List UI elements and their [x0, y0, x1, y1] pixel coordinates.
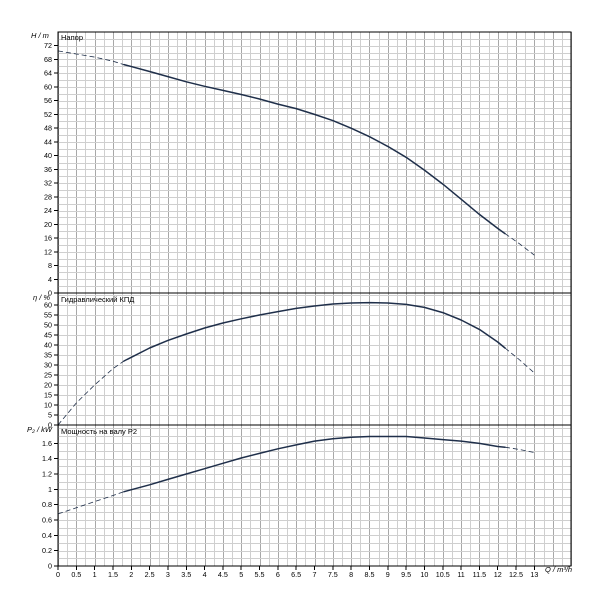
- grid: [58, 32, 572, 566]
- head-y-tick-label: 52: [44, 110, 52, 119]
- efficiency-y-tick-label: 35: [44, 351, 52, 360]
- head-curve-extrapolated: [504, 233, 535, 256]
- efficiency-y-tick-label: 55: [44, 311, 52, 320]
- efficiency-y-tick-label: 40: [44, 341, 52, 350]
- x-tick-label: 3.5: [181, 570, 191, 579]
- head-axis-label: H / m: [31, 31, 49, 40]
- head-y-tick-label: 40: [44, 151, 52, 160]
- x-tick-label: 13: [530, 570, 538, 579]
- head-y-tick-label: 48: [44, 124, 52, 133]
- power-axis-label: P₂ / kW: [27, 425, 53, 434]
- head-y-tick-label: 8: [48, 261, 52, 270]
- head-curve-extrapolated: [57, 50, 125, 65]
- efficiency-y-tick-label: 60: [44, 301, 52, 310]
- x-tick-label: 11.5: [473, 570, 486, 579]
- x-tick-label: 1: [93, 570, 97, 579]
- x-axis-label: Q / m³/h: [545, 565, 572, 574]
- x-tick-label: 8.5: [364, 570, 374, 579]
- x-tick-label: 7.5: [328, 570, 338, 579]
- x-tick-label: 0: [56, 570, 60, 579]
- efficiency-panel-title: Гидравлический КПД: [61, 295, 134, 304]
- x-tick-label: 8: [349, 570, 353, 579]
- x-tick-label: 5: [239, 570, 243, 579]
- power-y-tick-label: 0.6: [42, 516, 52, 525]
- power-y-tick-label: 1.2: [42, 470, 52, 479]
- x-tick-label: 5.5: [255, 570, 265, 579]
- x-tick-label: 1.5: [108, 570, 118, 579]
- x-tick-label: 12.5: [509, 570, 523, 579]
- power-y-tick-label: 1.6: [42, 439, 52, 448]
- efficiency-y-tick-label: 50: [44, 321, 52, 330]
- power-y-tick-label: 0.2: [42, 546, 52, 555]
- efficiency-y-tick-label: 0: [48, 421, 52, 430]
- head-y-tick-label: 16: [44, 234, 52, 243]
- head-y-tick-label: 4: [48, 275, 52, 284]
- x-tick-label: 0.5: [71, 570, 81, 579]
- x-tick-label: 6.5: [291, 570, 301, 579]
- efficiency-y-tick-label: 25: [44, 371, 52, 380]
- power-panel-title: Мощность на валу P2: [61, 427, 137, 436]
- head-y-tick-label: 72: [44, 41, 52, 50]
- efficiency-axis-label: η / %: [33, 293, 50, 302]
- x-tick-label: 4: [203, 570, 207, 579]
- x-tick-label: 4.5: [218, 570, 228, 579]
- power-y-tick-label: 1.4: [42, 454, 52, 463]
- x-tick-label: 12: [494, 570, 502, 579]
- efficiency-y-tick-label: 5: [48, 411, 52, 420]
- axes: 0 0.5 1 1.5 2 2.5 3 3.5 4 4.5 5 5.5 6 6.5 7 7.5 8 8.5 9 9.5…: [42, 41, 538, 579]
- x-tick-label: 7: [313, 570, 317, 579]
- head-y-tick-label: 0: [48, 289, 52, 298]
- power-curve-extrapolated: [57, 491, 125, 515]
- head-curve: [123, 63, 506, 235]
- power-y-tick-label: 0.8: [42, 500, 52, 509]
- power-y-tick-label: 1: [48, 485, 52, 494]
- head-y-tick-label: 56: [44, 96, 52, 105]
- efficiency-y-tick-label: 15: [44, 391, 52, 400]
- efficiency-y-tick-label: 30: [44, 361, 52, 370]
- head-y-tick-label: 12: [44, 247, 52, 256]
- x-tick-label: 2: [129, 570, 133, 579]
- head-panel-title: Напор: [61, 33, 83, 42]
- efficiency-y-tick-label: 20: [44, 381, 52, 390]
- head-y-tick-label: 24: [44, 206, 52, 215]
- efficiency-curve: [123, 301, 506, 362]
- head-y-tick-label: 64: [44, 69, 52, 78]
- x-tick-label: 10.5: [436, 570, 450, 579]
- head-y-tick-label: 20: [44, 220, 52, 229]
- x-tick-label: 2.5: [145, 570, 155, 579]
- x-tick-label: 9.5: [401, 570, 411, 579]
- power-y-tick-label: 0: [48, 562, 52, 571]
- efficiency-curve-extrapolated: [57, 360, 125, 426]
- power-curve: [123, 435, 506, 493]
- power-curve-extrapolated: [504, 446, 535, 453]
- x-tick-label: 11: [457, 570, 464, 579]
- power-y-tick-label: 0.4: [42, 531, 52, 540]
- head-y-tick-label: 44: [44, 137, 52, 146]
- plot-frame: [57, 31, 572, 567]
- efficiency-y-tick-label: 10: [44, 401, 52, 410]
- x-tick-label: 3: [166, 570, 170, 579]
- head-y-tick-label: 68: [44, 55, 52, 64]
- head-y-tick-label: 32: [44, 179, 52, 188]
- head-y-tick-label: 28: [44, 192, 52, 201]
- x-tick-label: 6: [276, 570, 280, 579]
- efficiency-curve-extrapolated: [504, 347, 535, 374]
- x-tick-label: 9: [386, 570, 390, 579]
- head-y-tick-label: 36: [44, 165, 52, 174]
- curves: [57, 50, 535, 515]
- x-tick-label: 10: [420, 570, 428, 579]
- efficiency-y-tick-label: 45: [44, 331, 52, 340]
- head-y-tick-label: 60: [44, 82, 52, 91]
